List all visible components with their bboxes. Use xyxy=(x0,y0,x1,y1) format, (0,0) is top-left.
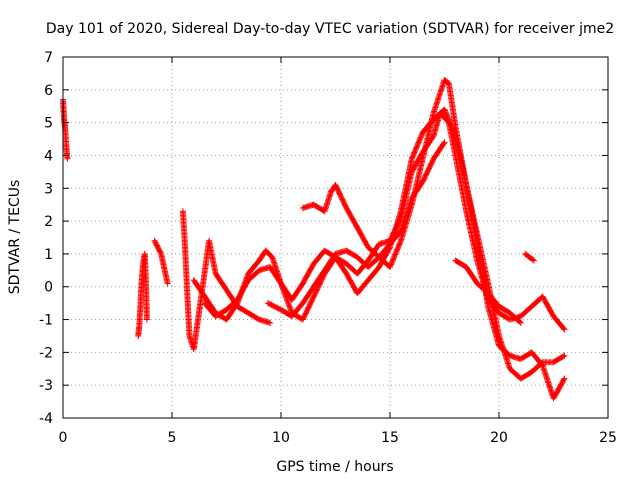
data-point xyxy=(416,136,423,143)
data-point xyxy=(394,245,401,252)
y-tick-label: 6 xyxy=(44,83,53,99)
data-point xyxy=(397,239,404,246)
data-point xyxy=(516,318,523,325)
data-point xyxy=(561,375,568,382)
data-point xyxy=(446,117,453,124)
y-tick-label: 4 xyxy=(44,148,53,164)
series-track-8 xyxy=(452,257,524,326)
data-point xyxy=(560,353,567,360)
x-tick-label: 15 xyxy=(381,430,399,446)
data-point xyxy=(443,110,450,117)
data-point xyxy=(442,107,449,114)
data-point xyxy=(411,149,418,156)
data-point xyxy=(444,112,451,119)
data-point xyxy=(391,254,398,261)
data-point xyxy=(413,143,420,150)
data-point xyxy=(396,240,403,247)
data-point xyxy=(411,148,418,155)
data-point xyxy=(267,319,274,326)
data-point xyxy=(414,141,421,148)
y-tick-label: 3 xyxy=(44,181,53,197)
data-point xyxy=(444,114,451,121)
data-point xyxy=(387,262,394,269)
data-point xyxy=(530,257,537,264)
y-tick-label: -4 xyxy=(39,411,53,427)
data-point xyxy=(441,106,448,113)
x-tick-label: 25 xyxy=(599,430,617,446)
data-point xyxy=(529,256,536,263)
data-point xyxy=(410,151,417,158)
series-track-9 xyxy=(264,139,448,320)
data-point xyxy=(409,153,416,160)
data-point xyxy=(388,261,395,268)
data-point xyxy=(391,252,398,259)
data-point xyxy=(413,144,420,151)
y-tick-label: 1 xyxy=(44,247,53,263)
data-point xyxy=(390,255,397,262)
data-point xyxy=(387,264,393,271)
data-point xyxy=(392,250,399,257)
y-axis-label: SDTVAR / TECUs xyxy=(7,180,23,295)
x-axis-label: GPS time / hours xyxy=(276,459,393,475)
data-point xyxy=(417,135,424,142)
data-point xyxy=(394,246,401,253)
data-point xyxy=(393,247,400,254)
y-tick-label: -1 xyxy=(39,313,53,329)
data-point xyxy=(561,352,568,359)
x-tick-label: 10 xyxy=(272,430,290,446)
data-point xyxy=(143,316,150,323)
data-point xyxy=(164,280,171,287)
x-tick-label: 5 xyxy=(168,430,177,446)
data-point xyxy=(561,326,568,333)
data-point xyxy=(443,111,450,118)
data-point xyxy=(64,155,71,162)
data-point xyxy=(445,115,452,122)
data-point xyxy=(408,155,415,162)
data-point xyxy=(560,325,567,332)
data-point xyxy=(446,119,453,126)
data-point xyxy=(390,256,397,263)
data-point xyxy=(395,242,402,249)
data-point xyxy=(441,139,448,146)
data-point xyxy=(415,139,422,146)
data-point xyxy=(389,257,396,264)
data-points xyxy=(60,76,568,402)
data-point xyxy=(416,138,423,145)
data-point xyxy=(412,146,419,153)
y-tick-label: 7 xyxy=(44,50,53,66)
series-track-3 xyxy=(151,237,171,287)
x-tick-label: 20 xyxy=(490,430,508,446)
data-point xyxy=(412,145,419,152)
series-track-4 xyxy=(179,208,274,353)
axis-ticks: 0 5 10 15 20 25 -4 -3 -2 -1 0 1 2 3 4 5 6 7 xyxy=(39,50,617,446)
data-point xyxy=(409,154,416,161)
data-point xyxy=(395,244,402,251)
series-track-7 xyxy=(299,76,568,402)
plot-frame xyxy=(62,56,609,419)
data-point xyxy=(157,249,164,256)
series-track-2 xyxy=(135,250,150,339)
y-tick-label: -3 xyxy=(39,378,53,394)
y-tick-label: 5 xyxy=(44,116,53,132)
data-point xyxy=(440,140,447,147)
data-point xyxy=(388,260,395,267)
data-point xyxy=(418,131,425,138)
data-point xyxy=(560,376,567,383)
y-tick-label: 2 xyxy=(44,214,53,230)
data-point xyxy=(392,251,399,258)
data-point xyxy=(445,116,452,123)
data-point xyxy=(410,150,417,157)
y-tick-label: 0 xyxy=(44,280,53,296)
series-track-10 xyxy=(522,250,537,264)
data-point xyxy=(517,319,524,326)
data-point xyxy=(393,249,400,256)
y-tick-label: -2 xyxy=(39,345,53,361)
chart-title: Day 101 of 2020, Sidereal Day-to-day VTE… xyxy=(46,21,614,37)
data-point xyxy=(417,134,424,141)
data-point xyxy=(415,140,422,147)
x-tick-label: 0 xyxy=(59,430,68,446)
